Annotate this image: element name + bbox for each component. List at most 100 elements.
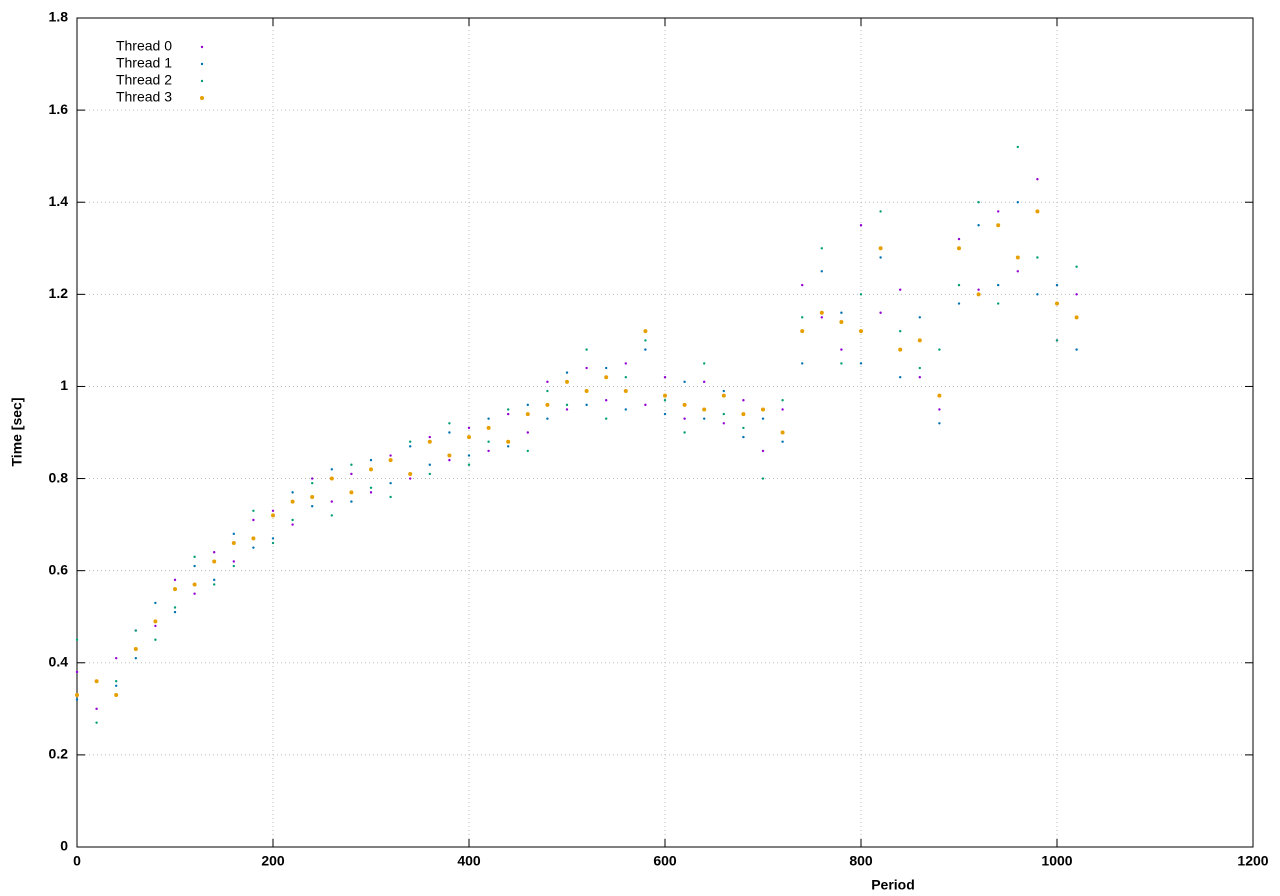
- point: [977, 224, 980, 227]
- point: [232, 564, 235, 568]
- point: [643, 329, 648, 334]
- point: [134, 629, 137, 632]
- point: [231, 541, 236, 546]
- point: [938, 422, 941, 425]
- point: [644, 339, 647, 342]
- point: [448, 458, 451, 462]
- y-tick-label: 1.2: [49, 285, 69, 301]
- point: [742, 435, 745, 439]
- y-tick-label: 0.2: [49, 746, 69, 762]
- point: [780, 430, 785, 435]
- x-tick-label: 1200: [1237, 853, 1268, 869]
- x-tick-label: 1000: [1041, 853, 1072, 869]
- point: [781, 399, 784, 402]
- point: [957, 237, 961, 241]
- legend-label: Thread 0: [116, 38, 172, 54]
- point: [624, 362, 627, 365]
- point: [311, 481, 314, 485]
- point: [937, 393, 942, 398]
- point: [801, 316, 804, 319]
- point: [252, 509, 255, 512]
- y-tick-label: 1.4: [49, 193, 69, 209]
- point: [859, 329, 863, 334]
- point: [683, 431, 686, 434]
- point: [409, 445, 412, 448]
- point: [663, 399, 667, 402]
- point: [173, 587, 177, 592]
- point: [703, 380, 706, 384]
- y-axis-label: Time [sec]: [9, 398, 25, 467]
- point: [859, 362, 863, 365]
- point: [957, 246, 961, 251]
- point: [820, 316, 823, 319]
- point: [526, 431, 529, 434]
- point: [311, 477, 314, 480]
- point: [291, 491, 294, 494]
- point: [1016, 201, 1019, 204]
- point: [761, 417, 765, 420]
- point: [722, 412, 725, 416]
- point: [781, 440, 784, 443]
- point: [1016, 270, 1019, 273]
- point: [507, 445, 510, 448]
- point: [840, 311, 843, 314]
- point: [409, 477, 412, 480]
- point: [546, 417, 549, 420]
- point: [271, 513, 275, 518]
- point: [525, 412, 530, 417]
- point: [605, 417, 608, 420]
- point: [977, 201, 980, 204]
- legend-label: Thread 3: [116, 89, 172, 105]
- point: [329, 476, 334, 481]
- point: [683, 417, 686, 420]
- point: [977, 288, 980, 291]
- point: [75, 698, 79, 701]
- point: [389, 481, 392, 485]
- point: [604, 375, 609, 380]
- legend-marker: [200, 45, 204, 49]
- point: [1036, 293, 1039, 296]
- legend-marker: [200, 96, 204, 100]
- x-tick-label: 0: [73, 853, 81, 869]
- point: [584, 389, 589, 394]
- point: [644, 348, 647, 351]
- point: [742, 426, 745, 430]
- point: [1055, 283, 1059, 287]
- point: [193, 564, 196, 568]
- point: [193, 555, 196, 559]
- point: [899, 376, 902, 379]
- y-tick-label: 1: [60, 377, 68, 393]
- point: [918, 366, 921, 370]
- point: [663, 376, 667, 379]
- point: [369, 491, 373, 494]
- point: [565, 403, 569, 407]
- point: [781, 408, 784, 411]
- point: [1075, 265, 1078, 268]
- point: [898, 347, 903, 352]
- point: [879, 311, 882, 314]
- x-tick-label: 800: [849, 853, 873, 869]
- point: [1055, 301, 1059, 306]
- point: [859, 293, 863, 296]
- point: [427, 439, 432, 444]
- point: [565, 408, 569, 411]
- point: [467, 463, 471, 466]
- point: [467, 426, 471, 430]
- point: [585, 403, 588, 407]
- point: [918, 376, 921, 379]
- point: [428, 463, 431, 466]
- point: [232, 532, 235, 536]
- x-tick-label: 600: [653, 853, 677, 869]
- point: [917, 338, 922, 343]
- point: [526, 449, 529, 453]
- point: [859, 224, 863, 227]
- point: [644, 403, 647, 407]
- point: [546, 380, 549, 384]
- point: [75, 670, 79, 674]
- point: [369, 486, 373, 489]
- point: [447, 453, 452, 458]
- point: [448, 422, 451, 425]
- point: [330, 514, 333, 517]
- point: [75, 693, 79, 698]
- point: [840, 362, 843, 365]
